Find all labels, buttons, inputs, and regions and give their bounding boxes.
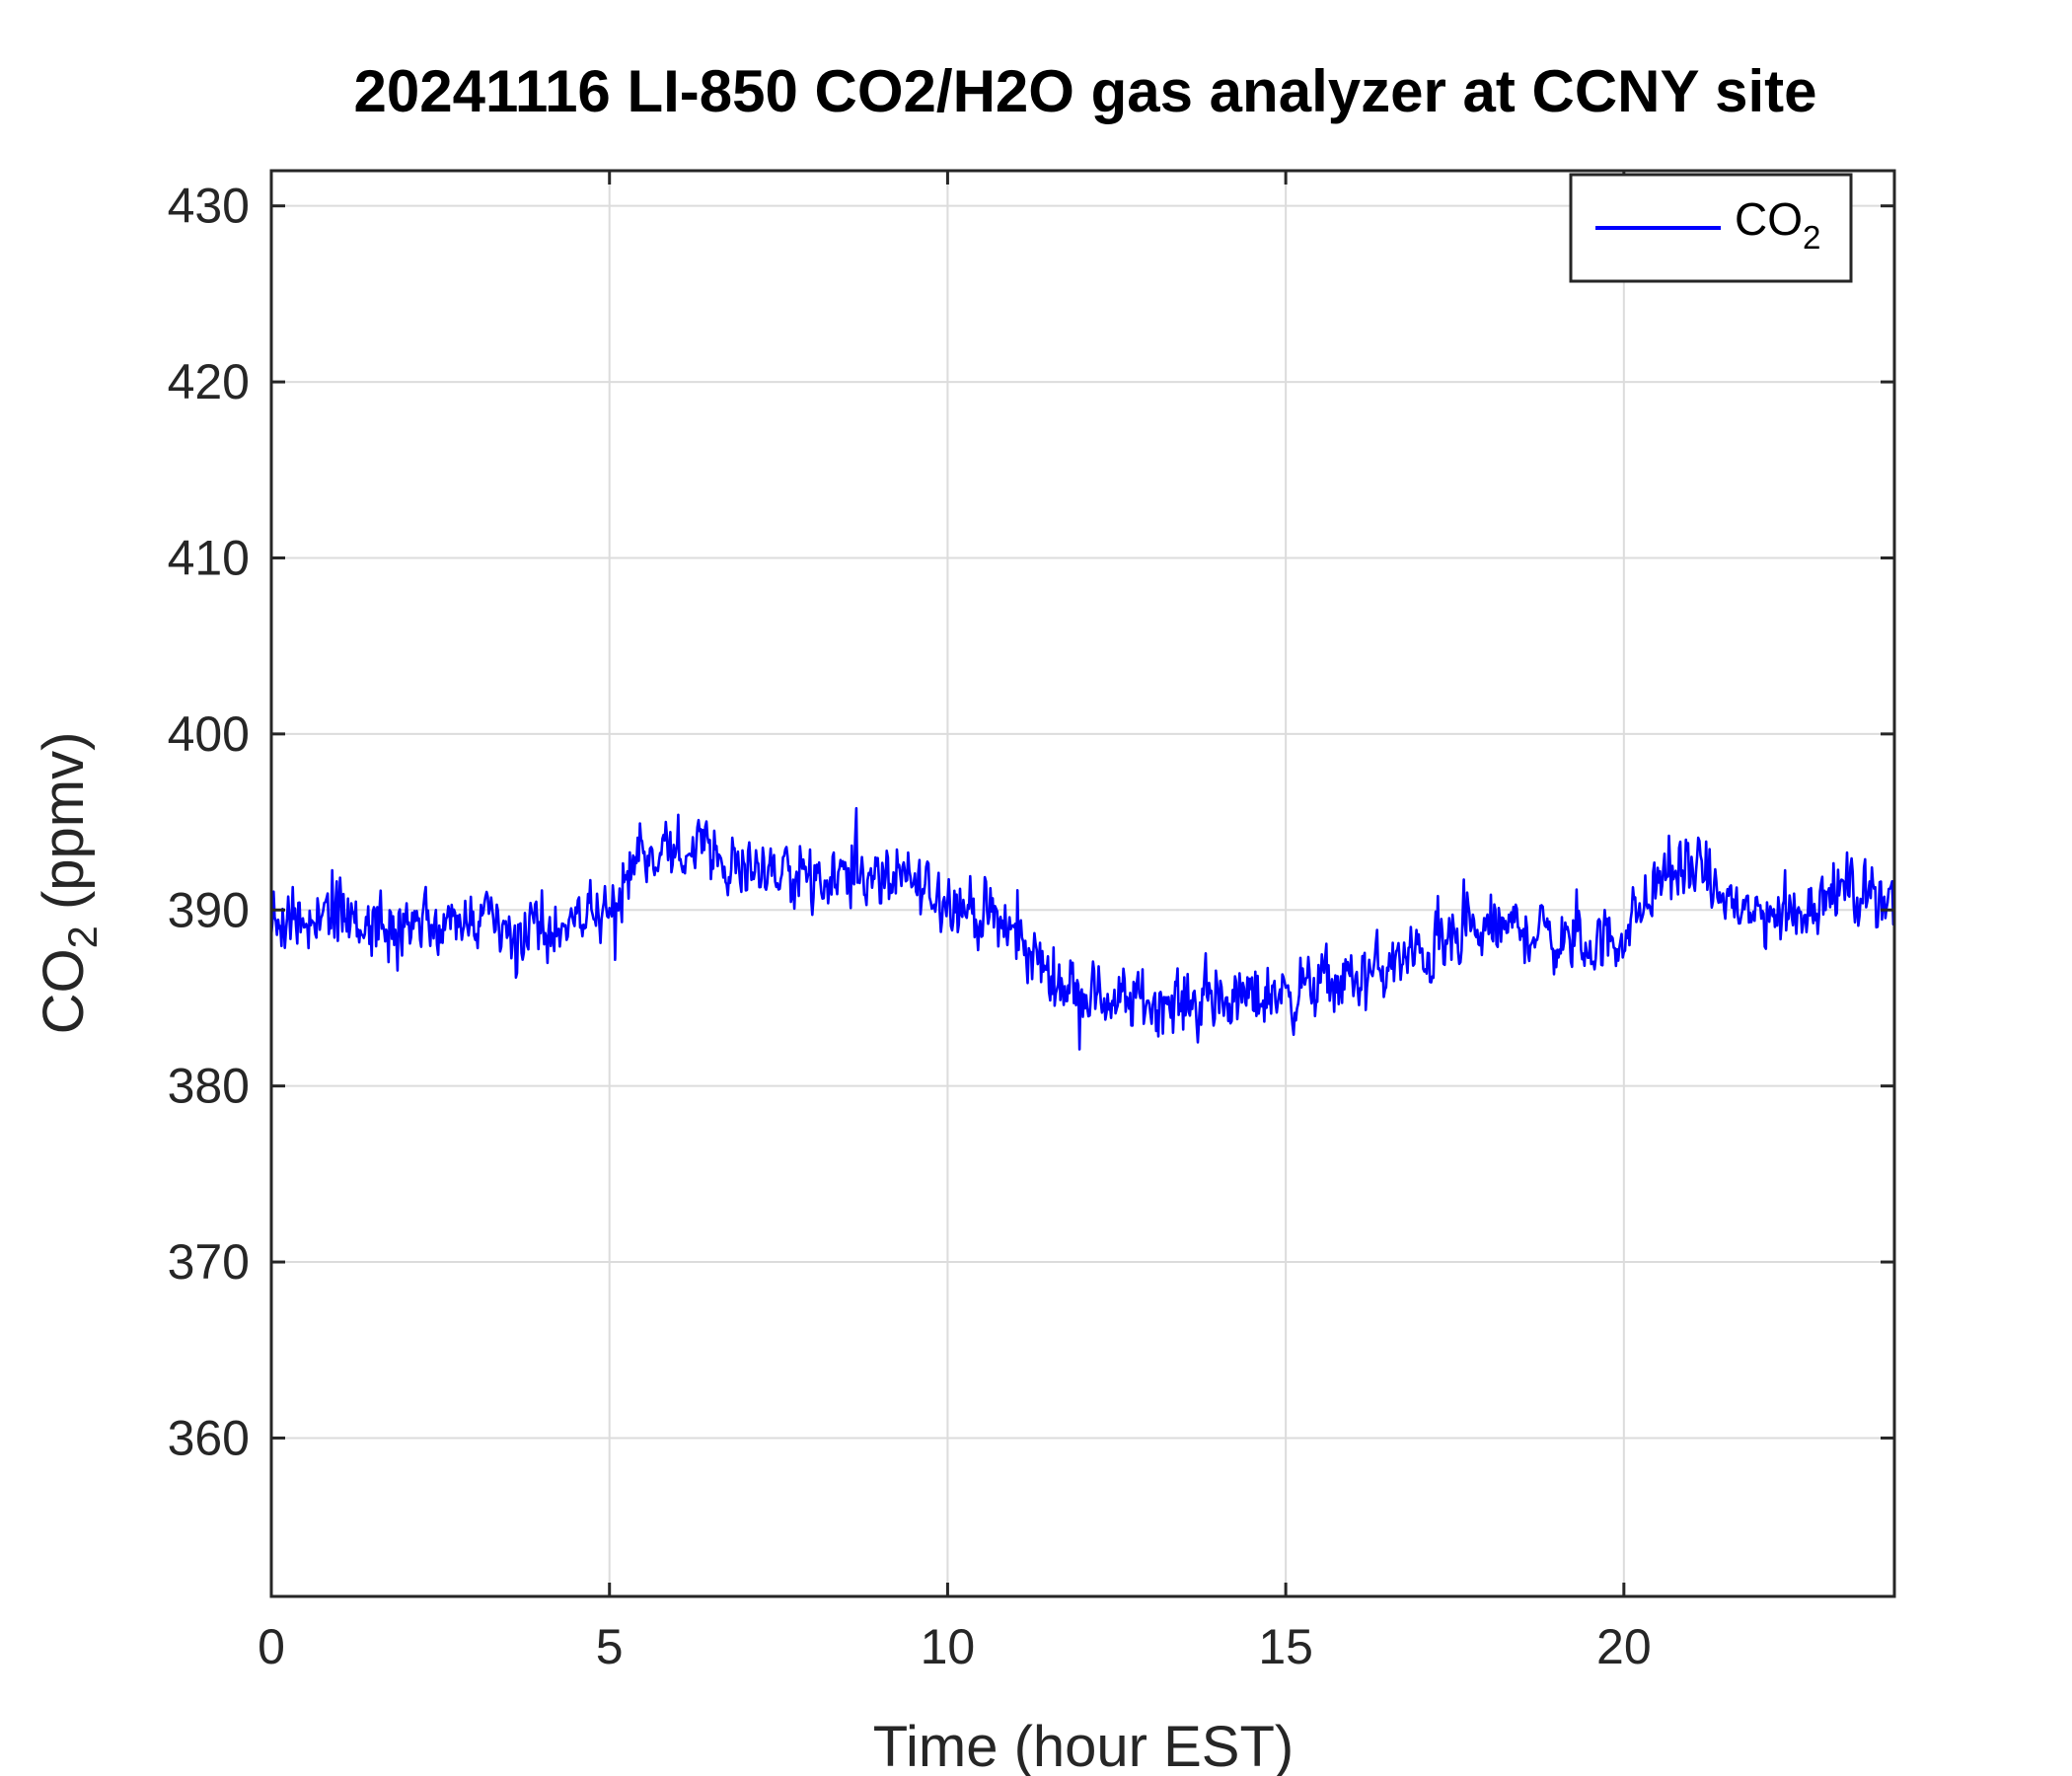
y-tick-label-430: 430 (168, 179, 250, 234)
y-tick-label-400: 400 (168, 706, 250, 762)
y-tick-label-410: 410 (168, 530, 250, 585)
y-tick-label-420: 420 (168, 354, 250, 409)
series-co2-line (269, 806, 1896, 1051)
series-layer (269, 806, 1896, 1051)
y-tick-label-390: 390 (168, 882, 250, 937)
y-axis-label-unit: (ppmv) (32, 732, 96, 926)
chart-title: 20241116 LI-850 CO2/H2O gas analyzer at … (353, 58, 1816, 124)
y-axis-label: CO2 (ppmv) (32, 732, 106, 1035)
grid-lines (271, 171, 1894, 1596)
x-tick-label-5: 5 (596, 1619, 624, 1674)
x-tick-label-20: 20 (1596, 1619, 1652, 1674)
y-tick-label-370: 370 (168, 1234, 250, 1290)
x-tick-label-15: 15 (1258, 1619, 1313, 1674)
x-tick-label-10: 10 (921, 1619, 976, 1674)
y-axis-label-main: CO (32, 948, 96, 1034)
y-tick-label-360: 360 (168, 1410, 250, 1465)
legend: CO2 (1569, 173, 1853, 283)
axes-frame (269, 169, 1896, 1598)
plot-area-background (271, 171, 1894, 1596)
axes-box (269, 169, 1896, 1598)
y-axis-label-subscript: 2 (59, 925, 106, 948)
y-tick-label-380: 380 (168, 1059, 250, 1114)
x-tick-label-0: 0 (258, 1619, 285, 1674)
legend-series-label: CO2 (1735, 193, 1820, 257)
tick-labels: 0 5 10 15 20 360 370 380 390 400 410 420 430 (168, 179, 1652, 1674)
x-axis-label: Time (hour EST) (873, 1715, 1294, 1776)
